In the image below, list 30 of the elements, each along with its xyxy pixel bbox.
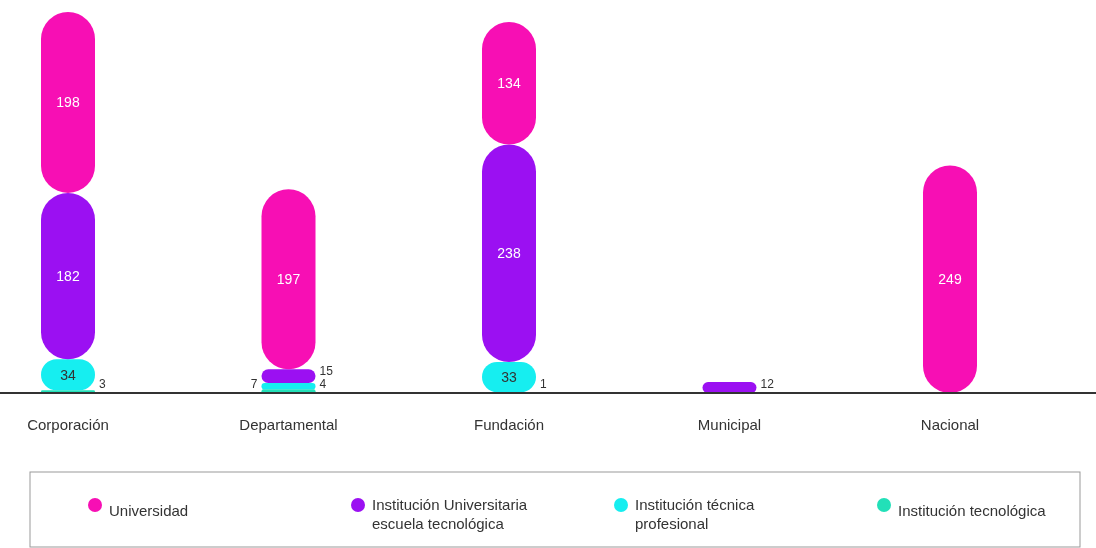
data-label: 33 <box>501 369 517 386</box>
legend-label: Institución Universitaria escuela tecnológica <box>372 496 528 532</box>
x-tick-label: Nacional <box>920 416 980 433</box>
x-tick-label: Fundación <box>473 416 545 433</box>
bar <box>41 12 95 193</box>
data-label: 34 <box>60 366 76 383</box>
legend-label: Institución tecnológica <box>898 502 1047 519</box>
bar <box>923 165 977 393</box>
bar <box>261 369 316 383</box>
data-label: 4 <box>319 377 327 391</box>
data-label: 7 <box>250 377 258 391</box>
data-label: 1 <box>540 377 547 391</box>
data-label: 197 <box>276 271 301 288</box>
legend-label: Institución técnica profesional <box>635 496 755 532</box>
x-tick-label: Departamental <box>239 416 338 433</box>
bar <box>261 382 316 390</box>
bar <box>482 144 536 362</box>
x-tick-label: Municipal <box>697 416 762 433</box>
data-label: 238 <box>497 245 521 262</box>
data-label: 198 <box>56 94 80 111</box>
bar <box>41 192 95 360</box>
data-label: 182 <box>56 268 80 285</box>
bar <box>261 189 316 370</box>
x-tick-label: Corporación <box>27 416 109 433</box>
data-label: 3 <box>99 377 106 391</box>
data-label: 15 <box>319 364 334 378</box>
data-label: 12 <box>760 377 775 391</box>
data-label: 249 <box>938 271 962 288</box>
data-label: 134 <box>497 75 521 92</box>
legend-label: Universidad <box>109 502 189 519</box>
